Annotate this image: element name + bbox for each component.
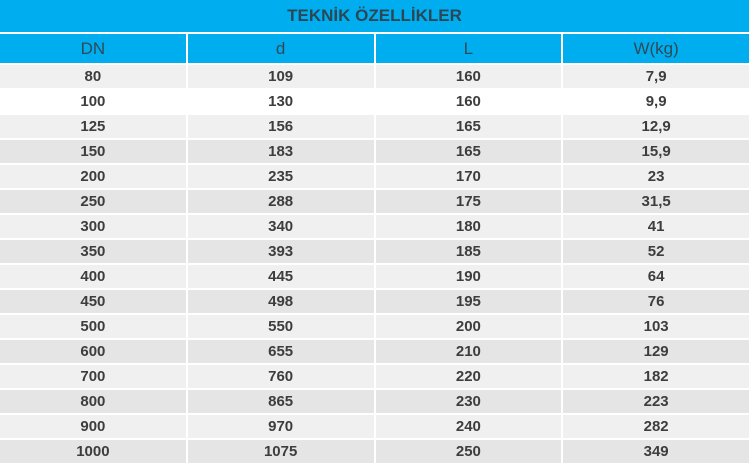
- table-cell: 7,9: [563, 65, 749, 90]
- table-row: 450 498 195 76: [0, 290, 749, 315]
- table-cell: 600: [0, 340, 188, 365]
- table-cell: 223: [563, 390, 749, 415]
- table-cell: 235: [187, 165, 376, 190]
- table-cell: 349: [563, 440, 749, 465]
- table-cell: 970: [187, 415, 376, 440]
- table-cell: 130: [187, 90, 376, 115]
- table-cell: 210: [375, 340, 564, 365]
- table-row: 1000 1075 250 349: [0, 440, 749, 465]
- table-cell: 700: [0, 365, 188, 390]
- table-cell: 100: [0, 90, 188, 115]
- table-row: 200 235 170 23: [0, 165, 749, 190]
- table-cell: 1075: [187, 440, 376, 465]
- table-cell: 129: [563, 340, 749, 365]
- table-cell: 250: [0, 190, 188, 215]
- table-cell: 445: [187, 265, 376, 290]
- table-cell: 80: [0, 65, 188, 90]
- column-header-l: L: [375, 34, 564, 65]
- table-cell: 175: [375, 190, 564, 215]
- table-cell: 760: [187, 365, 376, 390]
- table-cell: 288: [187, 190, 376, 215]
- table-cell: 160: [375, 90, 564, 115]
- table-cell: 109: [187, 65, 376, 90]
- table-cell: 103: [563, 315, 749, 340]
- table-cell: 125: [0, 115, 188, 140]
- table-cell: 64: [563, 265, 749, 290]
- table-cell: 23: [563, 165, 749, 190]
- table-row: 400 445 190 64: [0, 265, 749, 290]
- table-cell: 800: [0, 390, 188, 415]
- table-cell: 250: [375, 440, 564, 465]
- table-row: 300 340 180 41: [0, 215, 749, 240]
- table-cell: 350: [0, 240, 188, 265]
- column-header-d: d: [187, 34, 376, 65]
- table-row: 500 550 200 103: [0, 315, 749, 340]
- table-row: 800 865 230 223: [0, 390, 749, 415]
- table-row: 250 288 175 31,5: [0, 190, 749, 215]
- table-cell: 182: [563, 365, 749, 390]
- table-cell: 240: [375, 415, 564, 440]
- table-cell: 1000: [0, 440, 188, 465]
- table-cell: 300: [0, 215, 188, 240]
- header-row: DN d L W(kg): [0, 34, 749, 65]
- table-row: 700 760 220 182: [0, 365, 749, 390]
- table-cell: 180: [375, 215, 564, 240]
- table-cell: 655: [187, 340, 376, 365]
- table-cell: 200: [0, 165, 188, 190]
- table-row: 350 393 185 52: [0, 240, 749, 265]
- table-row: 900 970 240 282: [0, 415, 749, 440]
- column-header-weight: W(kg): [563, 34, 749, 65]
- table-cell: 76: [563, 290, 749, 315]
- table-title: TEKNİK ÖZELLİKLER: [0, 0, 749, 34]
- table-cell: 400: [0, 265, 188, 290]
- table-cell: 183: [187, 140, 376, 165]
- table-cell: 31,5: [563, 190, 749, 215]
- table-row: 600 655 210 129: [0, 340, 749, 365]
- table-row: 150 183 165 15,9: [0, 140, 749, 165]
- table-cell: 185: [375, 240, 564, 265]
- table-cell: 52: [563, 240, 749, 265]
- table-cell: 282: [563, 415, 749, 440]
- table-cell: 156: [187, 115, 376, 140]
- table-body: 80 109 160 7,9 100 130 160 9,9 125 156 165 12,9 150 1…: [0, 65, 749, 465]
- table-cell: 220: [375, 365, 564, 390]
- table-cell: 150: [0, 140, 188, 165]
- table-row: 80 109 160 7,9: [0, 65, 749, 90]
- table-cell: 900: [0, 415, 188, 440]
- table-cell: 190: [375, 265, 564, 290]
- table-cell: 500: [0, 315, 188, 340]
- table-cell: 160: [375, 65, 564, 90]
- table-cell: 865: [187, 390, 376, 415]
- table-cell: 340: [187, 215, 376, 240]
- table-cell: 15,9: [563, 140, 749, 165]
- table-cell: 393: [187, 240, 376, 265]
- table-cell: 12,9: [563, 115, 749, 140]
- table-cell: 195: [375, 290, 564, 315]
- table-cell: 230: [375, 390, 564, 415]
- table-cell: 450: [0, 290, 188, 315]
- table-row: 125 156 165 12,9: [0, 115, 749, 140]
- table-cell: 165: [375, 115, 564, 140]
- table-cell: 170: [375, 165, 564, 190]
- table-cell: 41: [563, 215, 749, 240]
- table-cell: 200: [375, 315, 564, 340]
- table-cell: 498: [187, 290, 376, 315]
- table-cell: 9,9: [563, 90, 749, 115]
- table-cell: 550: [187, 315, 376, 340]
- table-cell: 165: [375, 140, 564, 165]
- table-row: 100 130 160 9,9: [0, 90, 749, 115]
- column-header-dn: DN: [0, 34, 188, 65]
